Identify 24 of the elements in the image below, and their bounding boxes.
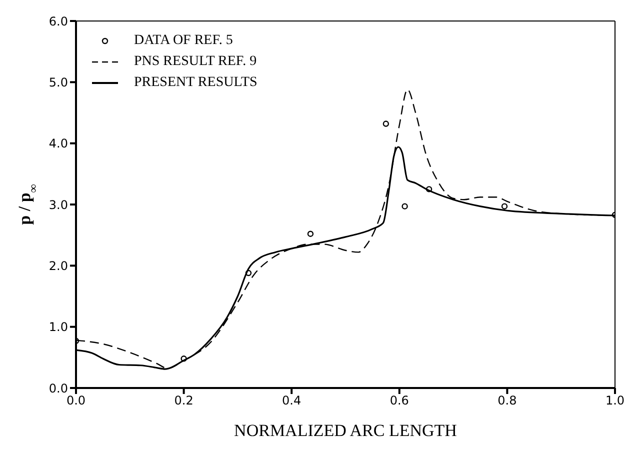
y-tick-label: 0.0	[48, 381, 68, 396]
point	[426, 186, 432, 192]
y-tick-label: 1.0	[48, 320, 68, 334]
legend-label: DATA OF REF. 5	[134, 32, 233, 50]
legend-label: PRESENT RESULTS	[134, 74, 258, 92]
y-tick-label: 3.0	[48, 198, 68, 212]
x-tick-label: 0.6	[390, 394, 409, 408]
x-tick-label: 0.8	[498, 394, 517, 408]
point	[402, 203, 408, 210]
x-tick-label: 0.2	[174, 394, 194, 408]
x-tick-label: 1.0	[605, 394, 625, 408]
legend-label: PNS RESULT REF. 9	[134, 53, 257, 71]
point	[180, 356, 187, 362]
x-tick-label: 0.4	[282, 394, 302, 408]
x-tick-label: 0.0	[66, 394, 86, 408]
y-tick-label: 6.0	[48, 14, 68, 28]
point	[382, 120, 390, 127]
y-tick-label: 2.0	[48, 258, 68, 273]
point	[501, 203, 508, 210]
y-tick-label: 4.0	[48, 136, 68, 151]
point	[245, 270, 252, 276]
y-tick-label: 5.0	[48, 75, 68, 90]
x-axis-title: NORMALIZED ARC LENGTH	[234, 421, 457, 440]
point	[307, 230, 314, 237]
